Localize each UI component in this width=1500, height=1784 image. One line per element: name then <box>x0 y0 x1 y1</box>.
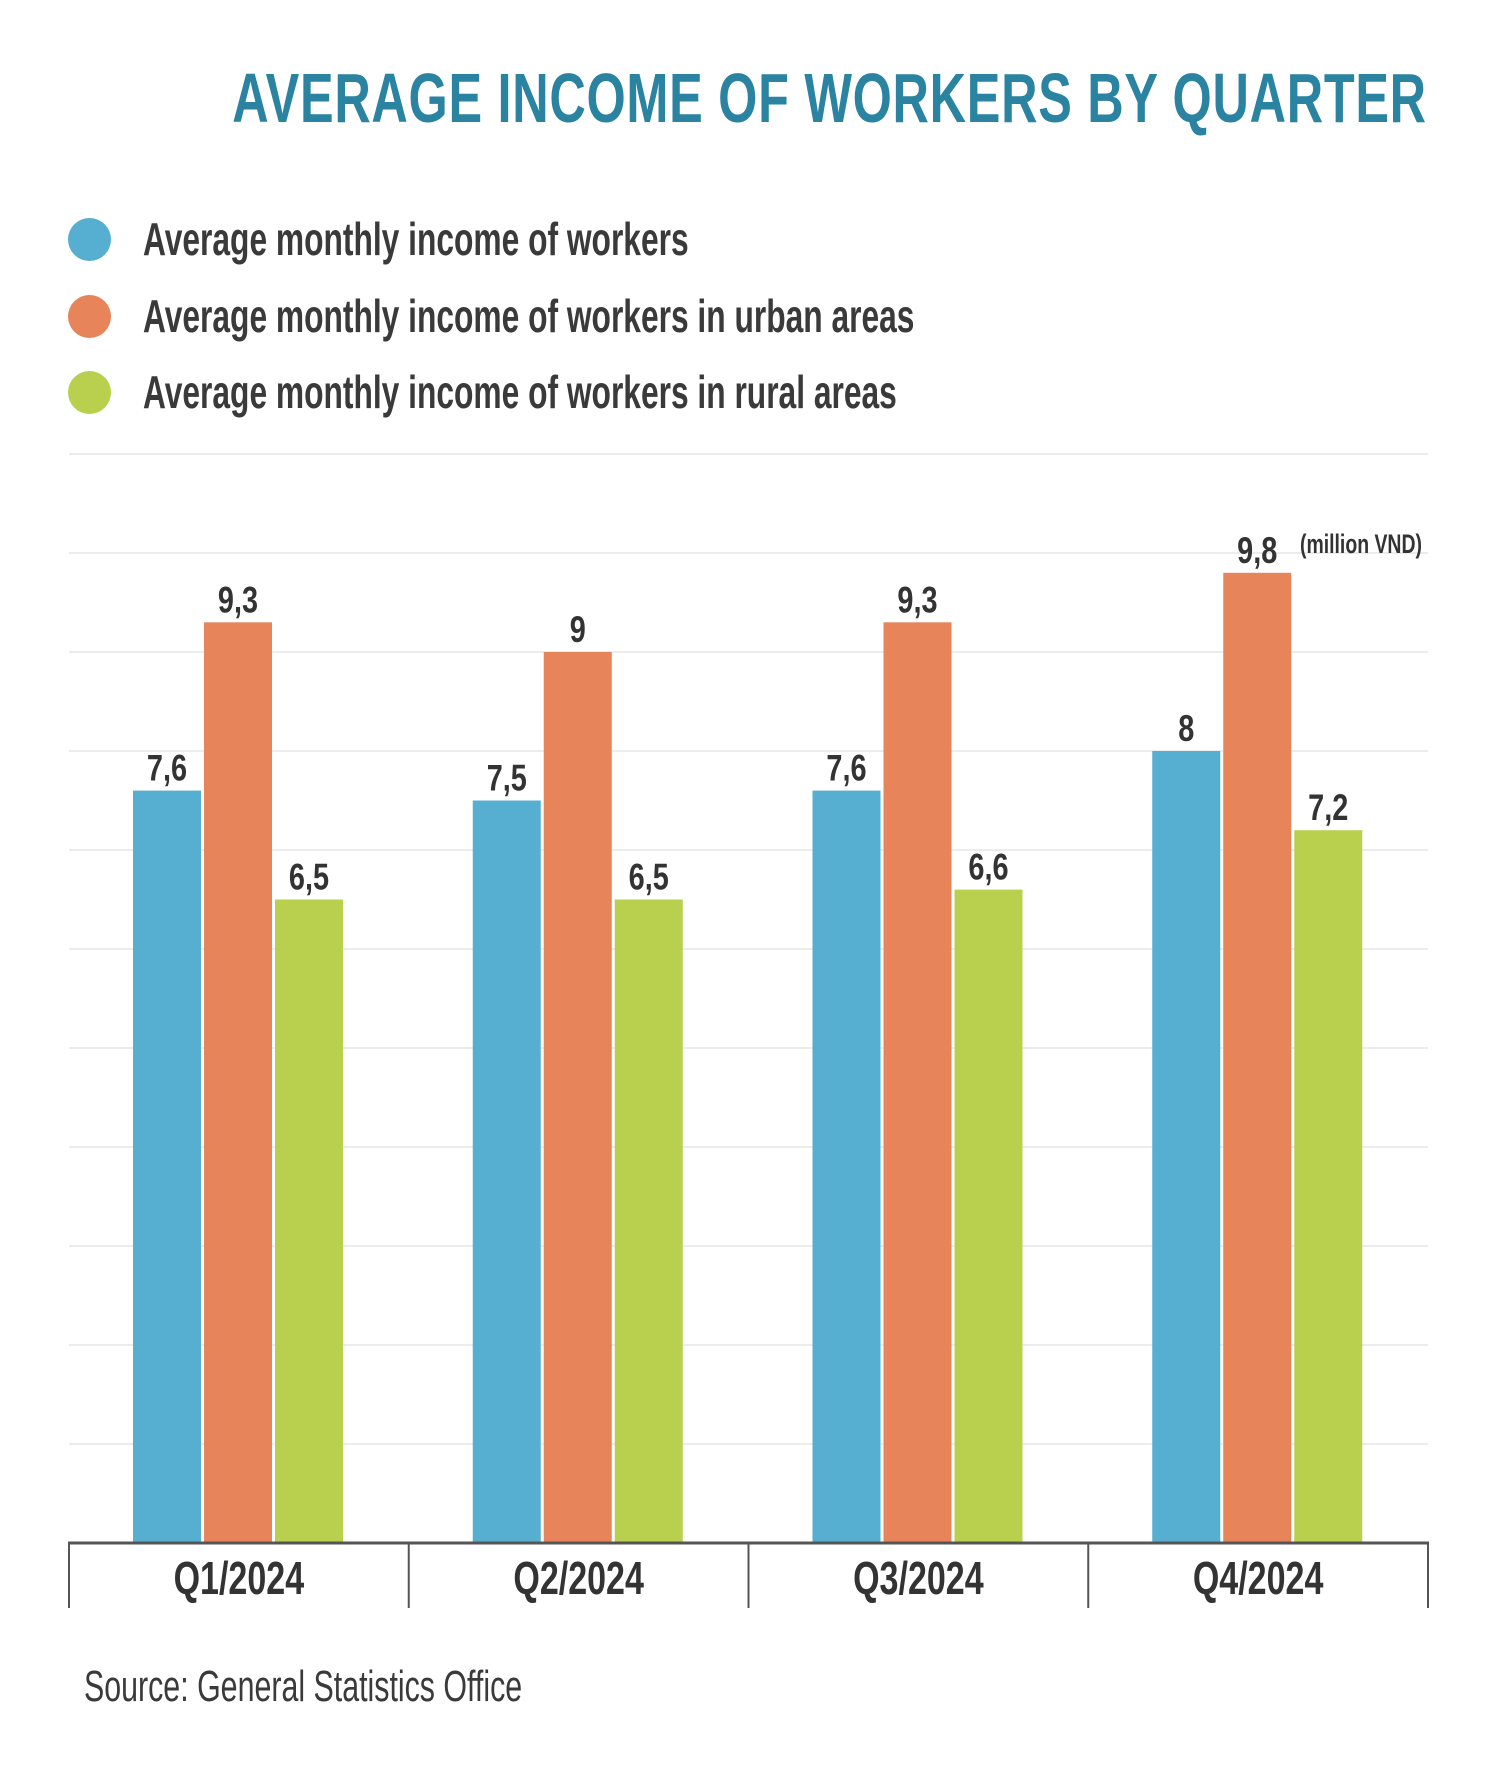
x-axis <box>68 1541 1429 1608</box>
x-tick-label: Q4/2024 <box>1193 1552 1324 1604</box>
source-note: Source: General Statistics Office <box>84 1662 523 1711</box>
legend-label: Average monthly income of workers <box>143 213 689 265</box>
chart-title: AVERAGE INCOME OF WORKERS BY QUARTER <box>0 58 1500 138</box>
value-labels: 7,6 9,3 6,5 7,5 9 6,5 7,6 9,3 6,6 8 9,8 7,2 <box>147 530 1348 898</box>
bar <box>954 889 1023 1543</box>
legend-item-urban: Average monthly income of workers in urb… <box>68 291 1068 341</box>
legend-dot-orange-icon <box>68 295 111 338</box>
legend-item-rural: Average monthly income of workers in rur… <box>68 367 1068 417</box>
legend-dot-green-icon <box>68 371 111 414</box>
bar <box>133 790 201 1543</box>
x-tick-label: Q2/2024 <box>513 1552 644 1604</box>
bar <box>472 800 541 1543</box>
bar <box>1294 830 1363 1543</box>
value-label: 6,6 <box>968 847 1008 888</box>
unit-label: (million VND) <box>1300 529 1422 559</box>
legend-label: Average monthly income of workers in urb… <box>143 290 915 342</box>
x-tick-labels: Q1/2024 Q2/2024 Q3/2024 Q4/2024 <box>174 1552 1324 1604</box>
value-label: 9,3 <box>897 580 937 621</box>
value-label: 6,5 <box>289 857 329 898</box>
bar <box>204 622 272 1543</box>
legend-label: Average monthly income of workers in rur… <box>143 366 897 418</box>
bar <box>614 899 683 1543</box>
bars <box>133 572 1363 1543</box>
bar <box>1223 572 1292 1543</box>
value-label: 7,6 <box>826 748 866 789</box>
chart-title-text: AVERAGE INCOME OF WORKERS BY QUARTER <box>232 59 1427 137</box>
value-label: 9,3 <box>218 580 258 621</box>
value-label: 9 <box>570 610 586 651</box>
value-label: 7,6 <box>147 748 187 789</box>
x-tick-label: Q3/2024 <box>853 1552 984 1604</box>
x-tick-label: Q1/2024 <box>174 1552 305 1604</box>
value-label: 7,5 <box>487 758 527 799</box>
legend-dot-blue-icon <box>68 218 111 261</box>
bar <box>812 790 881 1543</box>
bar <box>543 652 612 1543</box>
bar <box>275 899 343 1543</box>
bar <box>883 622 952 1543</box>
value-label: 7,2 <box>1308 788 1348 829</box>
value-label: 8 <box>1178 709 1194 750</box>
value-label: 9,8 <box>1237 530 1277 571</box>
value-label: 6,5 <box>629 857 669 898</box>
legend-item-workers: Average monthly income of workers <box>68 214 1068 264</box>
bar <box>1152 751 1221 1543</box>
